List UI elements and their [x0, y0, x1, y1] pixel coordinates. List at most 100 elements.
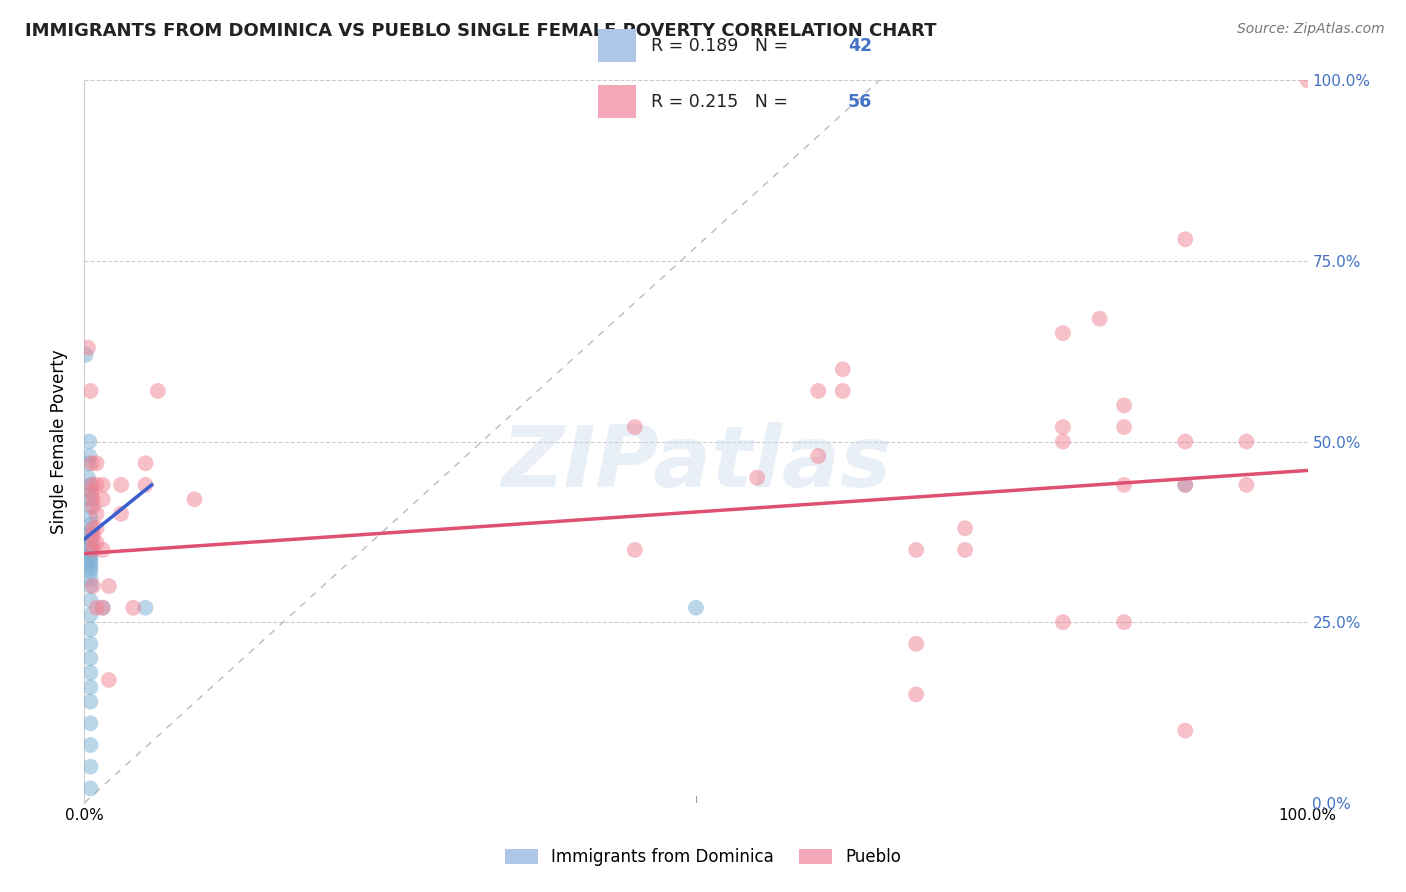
Bar [599, 85, 636, 119]
Point [747, 470, 769, 484]
Point [807, 384, 830, 398]
Point [86, 478, 108, 492]
Text: ZIPatlas: ZIPatlas [501, 422, 891, 505]
Legend: Immigrants from Dominica, Pueblo: Immigrants from Dominica, Pueblo [496, 840, 910, 875]
Point [79, 510, 101, 524]
Point [82, 500, 104, 514]
Point [86, 507, 108, 521]
Point [79, 485, 101, 500]
Bar [599, 29, 636, 62]
Point [135, 478, 157, 492]
Point [79, 558, 101, 572]
Text: Source: ZipAtlas.com: Source: ZipAtlas.com [1237, 22, 1385, 37]
Point [953, 521, 976, 535]
Point [77, 449, 100, 463]
Point [79, 579, 101, 593]
Point [82, 542, 104, 557]
Text: R = 0.215   N =: R = 0.215 N = [651, 93, 793, 111]
Point [79, 651, 101, 665]
Point [183, 492, 205, 507]
Point [79, 738, 101, 752]
Point [1174, 478, 1197, 492]
Point [79, 535, 101, 549]
Point [1296, 73, 1319, 87]
Point [1114, 478, 1136, 492]
Point [1174, 232, 1197, 246]
Point [905, 687, 928, 701]
Point [1114, 615, 1136, 630]
Point [79, 524, 101, 539]
Point [91, 478, 114, 492]
Point [79, 500, 101, 514]
Point [831, 384, 853, 398]
Point [79, 572, 101, 586]
Point [86, 535, 108, 549]
Point [79, 528, 101, 542]
Point [82, 528, 104, 542]
Point [97, 579, 120, 593]
Point [110, 478, 132, 492]
Point [80, 456, 103, 470]
Point [1052, 434, 1074, 449]
Point [79, 542, 101, 557]
Point [86, 521, 108, 535]
Point [82, 535, 104, 549]
Point [807, 449, 830, 463]
Point [82, 492, 104, 507]
Point [905, 637, 928, 651]
Point [77, 470, 100, 484]
Point [135, 456, 157, 470]
Point [86, 456, 108, 470]
Point [1088, 311, 1111, 326]
Point [79, 623, 101, 637]
Point [75, 348, 97, 362]
Text: 56: 56 [848, 93, 872, 111]
Point [79, 665, 101, 680]
Point [110, 507, 132, 521]
Point [135, 600, 157, 615]
Point [80, 485, 103, 500]
Point [146, 384, 169, 398]
Point [624, 542, 647, 557]
Point [79, 550, 101, 565]
Point [79, 561, 101, 575]
Text: R = 0.189   N =: R = 0.189 N = [651, 37, 793, 55]
Y-axis label: Single Female Poverty: Single Female Poverty [51, 350, 69, 533]
Point [79, 593, 101, 607]
Point [79, 637, 101, 651]
Point [1174, 723, 1197, 738]
Point [91, 600, 114, 615]
Point [79, 478, 101, 492]
Point [86, 600, 108, 615]
Point [685, 600, 707, 615]
Point [82, 521, 104, 535]
Text: IMMIGRANTS FROM DOMINICA VS PUEBLO SINGLE FEMALE POVERTY CORRELATION CHART: IMMIGRANTS FROM DOMINICA VS PUEBLO SINGL… [25, 22, 936, 40]
Point [79, 539, 101, 553]
Point [79, 547, 101, 561]
Point [624, 420, 647, 434]
Point [91, 600, 114, 615]
Point [122, 600, 145, 615]
Point [91, 542, 114, 557]
Point [1236, 434, 1258, 449]
Point [79, 492, 101, 507]
Point [1052, 615, 1074, 630]
Point [82, 579, 104, 593]
Point [77, 341, 100, 355]
Point [79, 607, 101, 622]
Point [79, 384, 101, 398]
Point [1114, 420, 1136, 434]
Point [1174, 434, 1197, 449]
Point [79, 760, 101, 774]
Point [953, 542, 976, 557]
Point [1052, 326, 1074, 340]
Text: 42: 42 [848, 37, 872, 55]
Point [905, 542, 928, 557]
Point [79, 695, 101, 709]
Point [79, 680, 101, 694]
Point [1114, 398, 1136, 412]
Point [80, 478, 103, 492]
Point [831, 362, 853, 376]
Point [1052, 420, 1074, 434]
Point [79, 781, 101, 796]
